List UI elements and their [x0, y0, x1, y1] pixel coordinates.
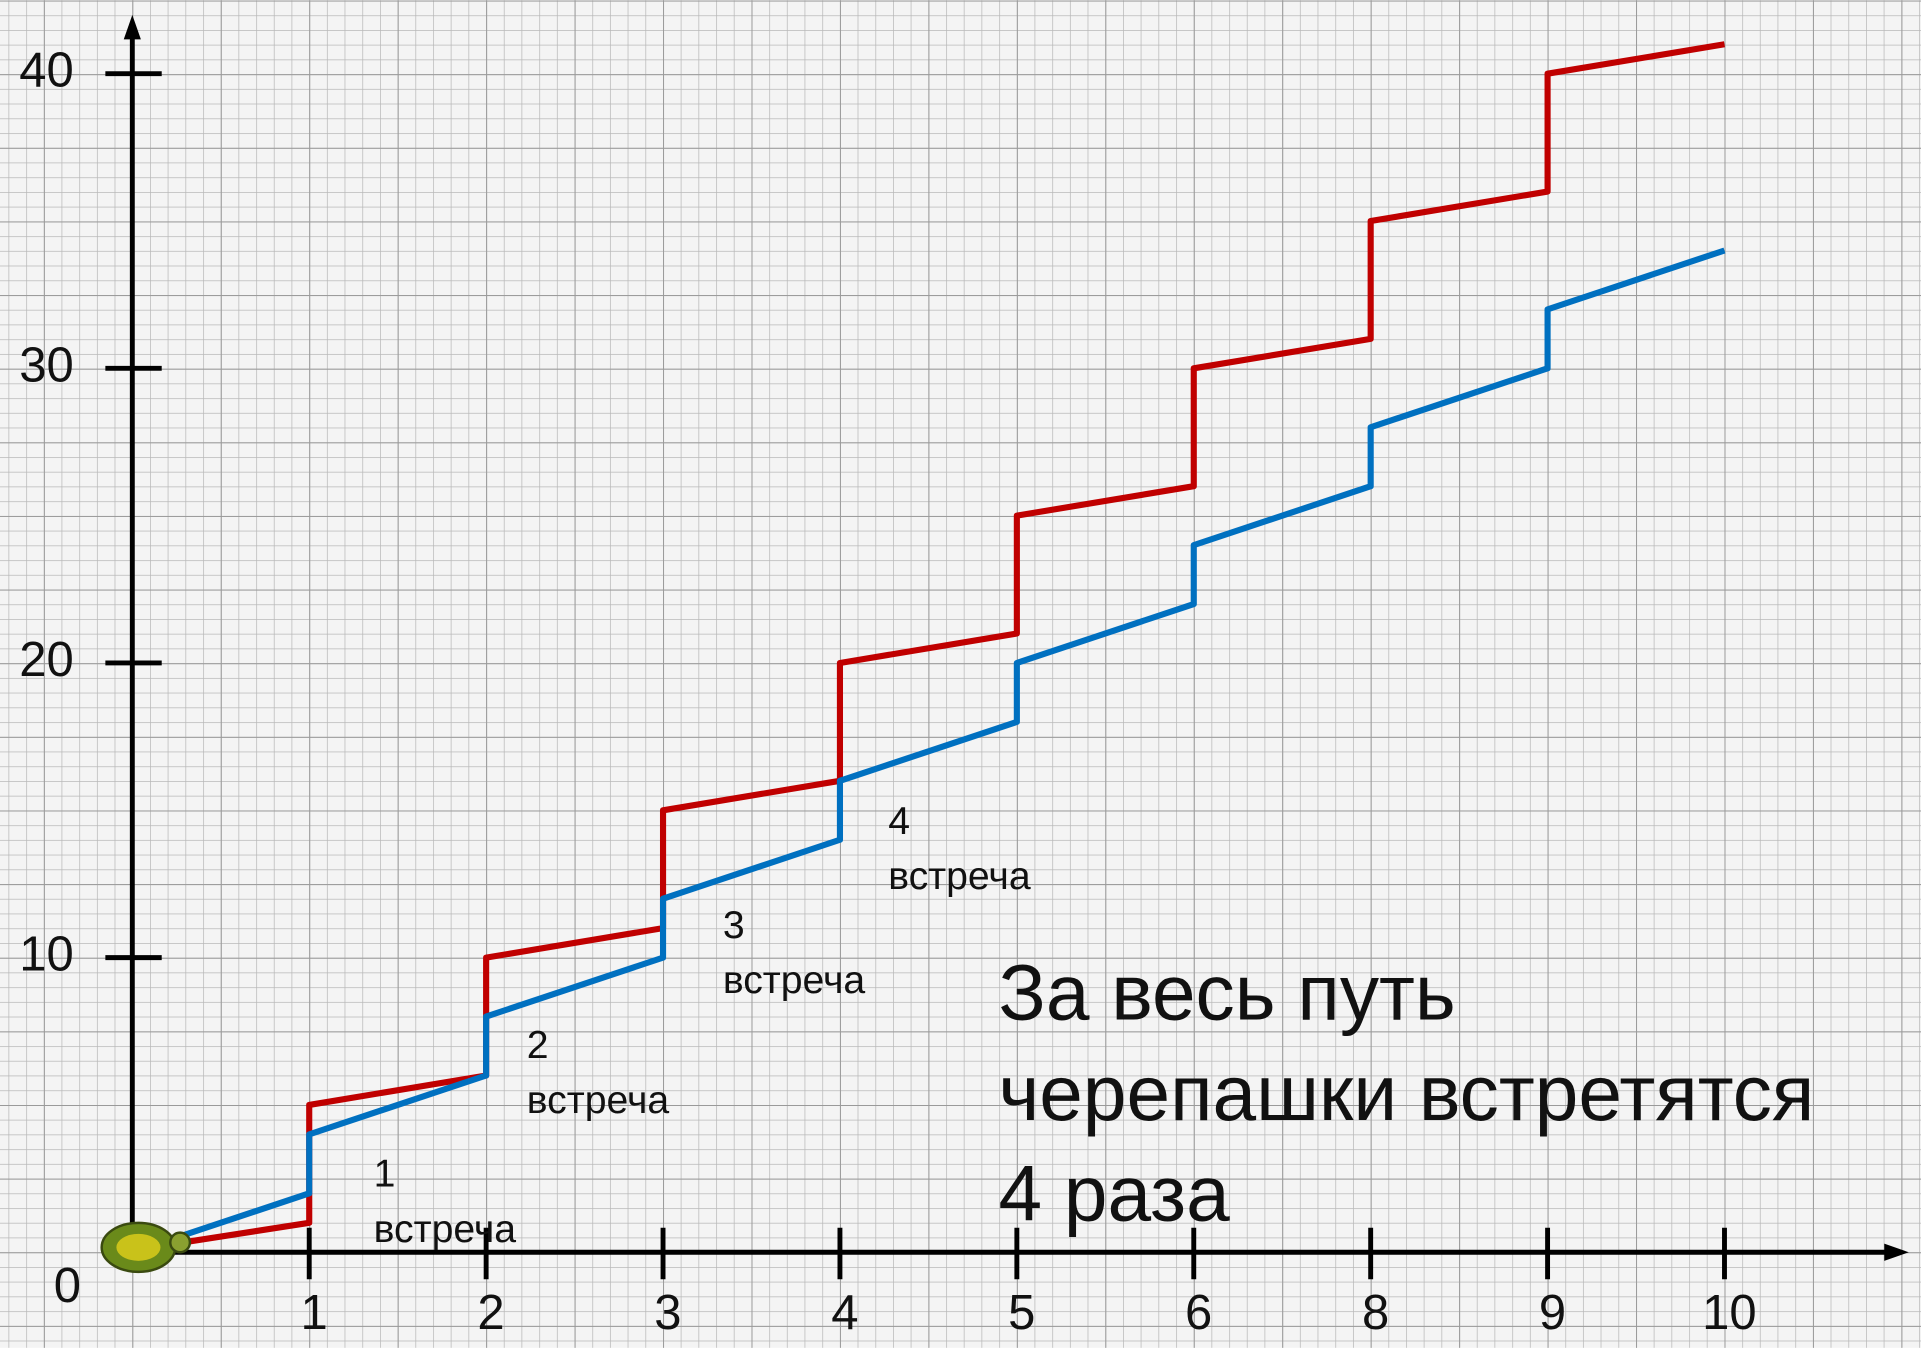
- y-tick-label: 10: [19, 928, 74, 982]
- x-tick-label: 10: [1702, 1286, 1757, 1340]
- annotation: 3: [723, 904, 745, 947]
- annotation: встреча: [374, 1208, 517, 1251]
- x-tick-label: 1: [300, 1286, 327, 1340]
- x-tick-label: 2: [477, 1286, 504, 1340]
- x-axis-arrow: [1884, 1243, 1909, 1261]
- x-tick-label: 6: [1185, 1286, 1212, 1340]
- conclusion-line: черепашки встретятся: [998, 1049, 1814, 1137]
- annotation: 4: [888, 800, 910, 843]
- axes: [123, 14, 1909, 1261]
- series-line: [175, 247, 1726, 1241]
- x-tick-label: 3: [654, 1286, 681, 1340]
- y-tick-label: 30: [19, 338, 74, 392]
- x-tick-label: 8: [1362, 1286, 1389, 1340]
- turtle-pattern: [116, 1233, 161, 1261]
- series-line: [176, 41, 1725, 1247]
- annotation: встреча: [888, 855, 1031, 898]
- annotation: встреча: [527, 1079, 670, 1122]
- origin-label: 0: [54, 1259, 81, 1313]
- x-tick-label: 4: [831, 1286, 858, 1340]
- turtle-head: [169, 1231, 192, 1254]
- y-tick-label: 40: [19, 44, 74, 98]
- y-axis-arrow: [123, 14, 141, 40]
- annotation: 2: [527, 1024, 549, 1067]
- annotation: 1: [374, 1153, 396, 1196]
- conclusion-line: За весь путь: [998, 948, 1455, 1036]
- x-tick-label: 5: [1008, 1286, 1035, 1340]
- conclusion-line: 4 раза: [998, 1149, 1230, 1237]
- turtle: [100, 1221, 192, 1274]
- x-tick-label: 9: [1539, 1286, 1566, 1340]
- y-tick-label: 20: [19, 633, 74, 687]
- annotation: встреча: [723, 959, 866, 1002]
